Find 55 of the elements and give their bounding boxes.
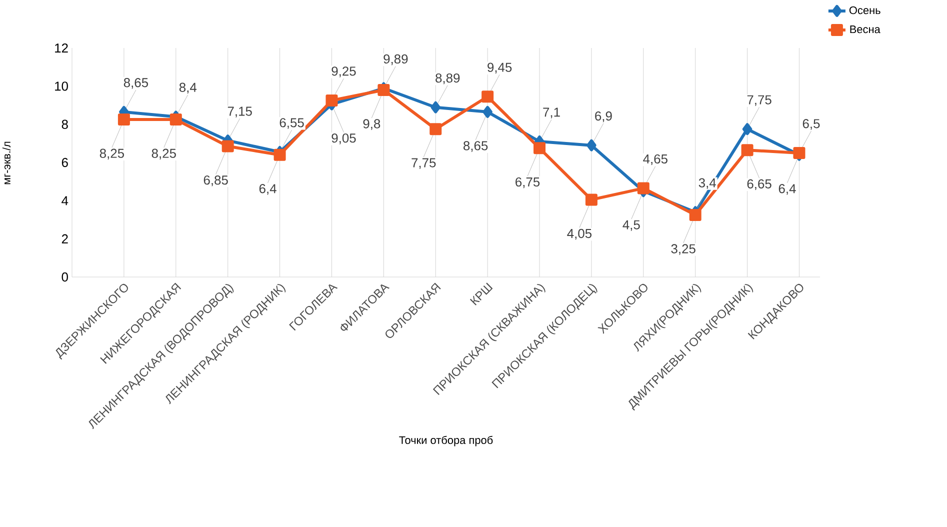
point <box>637 182 650 194</box>
y-tick-label: 2 <box>62 234 68 244</box>
data-label: 6,4 <box>259 184 276 195</box>
point <box>170 114 182 126</box>
data-label: 4,5 <box>622 220 640 231</box>
data-label: 6,4 <box>778 184 796 195</box>
point <box>742 123 752 136</box>
data-label: 9,05 <box>332 133 356 144</box>
point <box>430 123 442 136</box>
data-label: 6,9 <box>595 111 612 122</box>
data-label: 8,65 <box>464 141 488 152</box>
data-label: 8,89 <box>436 73 460 84</box>
data-label: 3,25 <box>671 244 696 255</box>
data-label: 3,4 <box>698 178 716 189</box>
point <box>118 114 130 126</box>
point <box>482 106 492 118</box>
data-label: 9,25 <box>332 66 356 78</box>
y-tick-label: 6 <box>62 158 68 168</box>
point <box>222 140 234 152</box>
data-label: 7,15 <box>228 106 252 118</box>
data-label: 4,05 <box>567 228 592 240</box>
y-tick-label: 0 <box>62 272 68 282</box>
data-label: 4,65 <box>643 154 668 166</box>
point <box>741 144 754 156</box>
data-label: 6,5 <box>802 119 820 130</box>
data-label: 8,25 <box>152 148 176 160</box>
point <box>586 139 596 152</box>
data-label: 6,85 <box>204 175 228 186</box>
data-label: 8,65 <box>124 78 148 89</box>
legend-label: Весна <box>850 26 880 34</box>
data-label: 6,55 <box>280 118 304 129</box>
point <box>430 101 440 114</box>
y-tick-label: 4 <box>62 196 68 206</box>
point <box>585 194 598 206</box>
data-label: 7,75 <box>412 158 436 169</box>
point <box>689 208 702 221</box>
point <box>326 94 338 106</box>
y-tick-label: 12 <box>55 43 68 53</box>
y-axis-title: мг-экв./л <box>2 142 10 184</box>
data-label: 7,75 <box>747 95 772 106</box>
data-label: 6,65 <box>747 179 772 190</box>
legend-label: Осень <box>849 6 880 14</box>
point <box>274 148 286 161</box>
y-tick-label: 10 <box>55 82 68 91</box>
data-label: 9,8 <box>363 119 380 130</box>
data-label: 9,45 <box>488 62 512 74</box>
point <box>482 90 494 103</box>
data-label: 7,1 <box>543 108 560 118</box>
x-axis-title: Точки отбора проб <box>399 436 493 446</box>
data-label: 8,4 <box>179 82 197 94</box>
point <box>534 142 546 154</box>
data-label: 9,89 <box>384 54 408 66</box>
data-label: 8,25 <box>100 148 124 160</box>
data-label: 6,75 <box>516 177 540 188</box>
y-tick-label: 8 <box>62 120 68 129</box>
